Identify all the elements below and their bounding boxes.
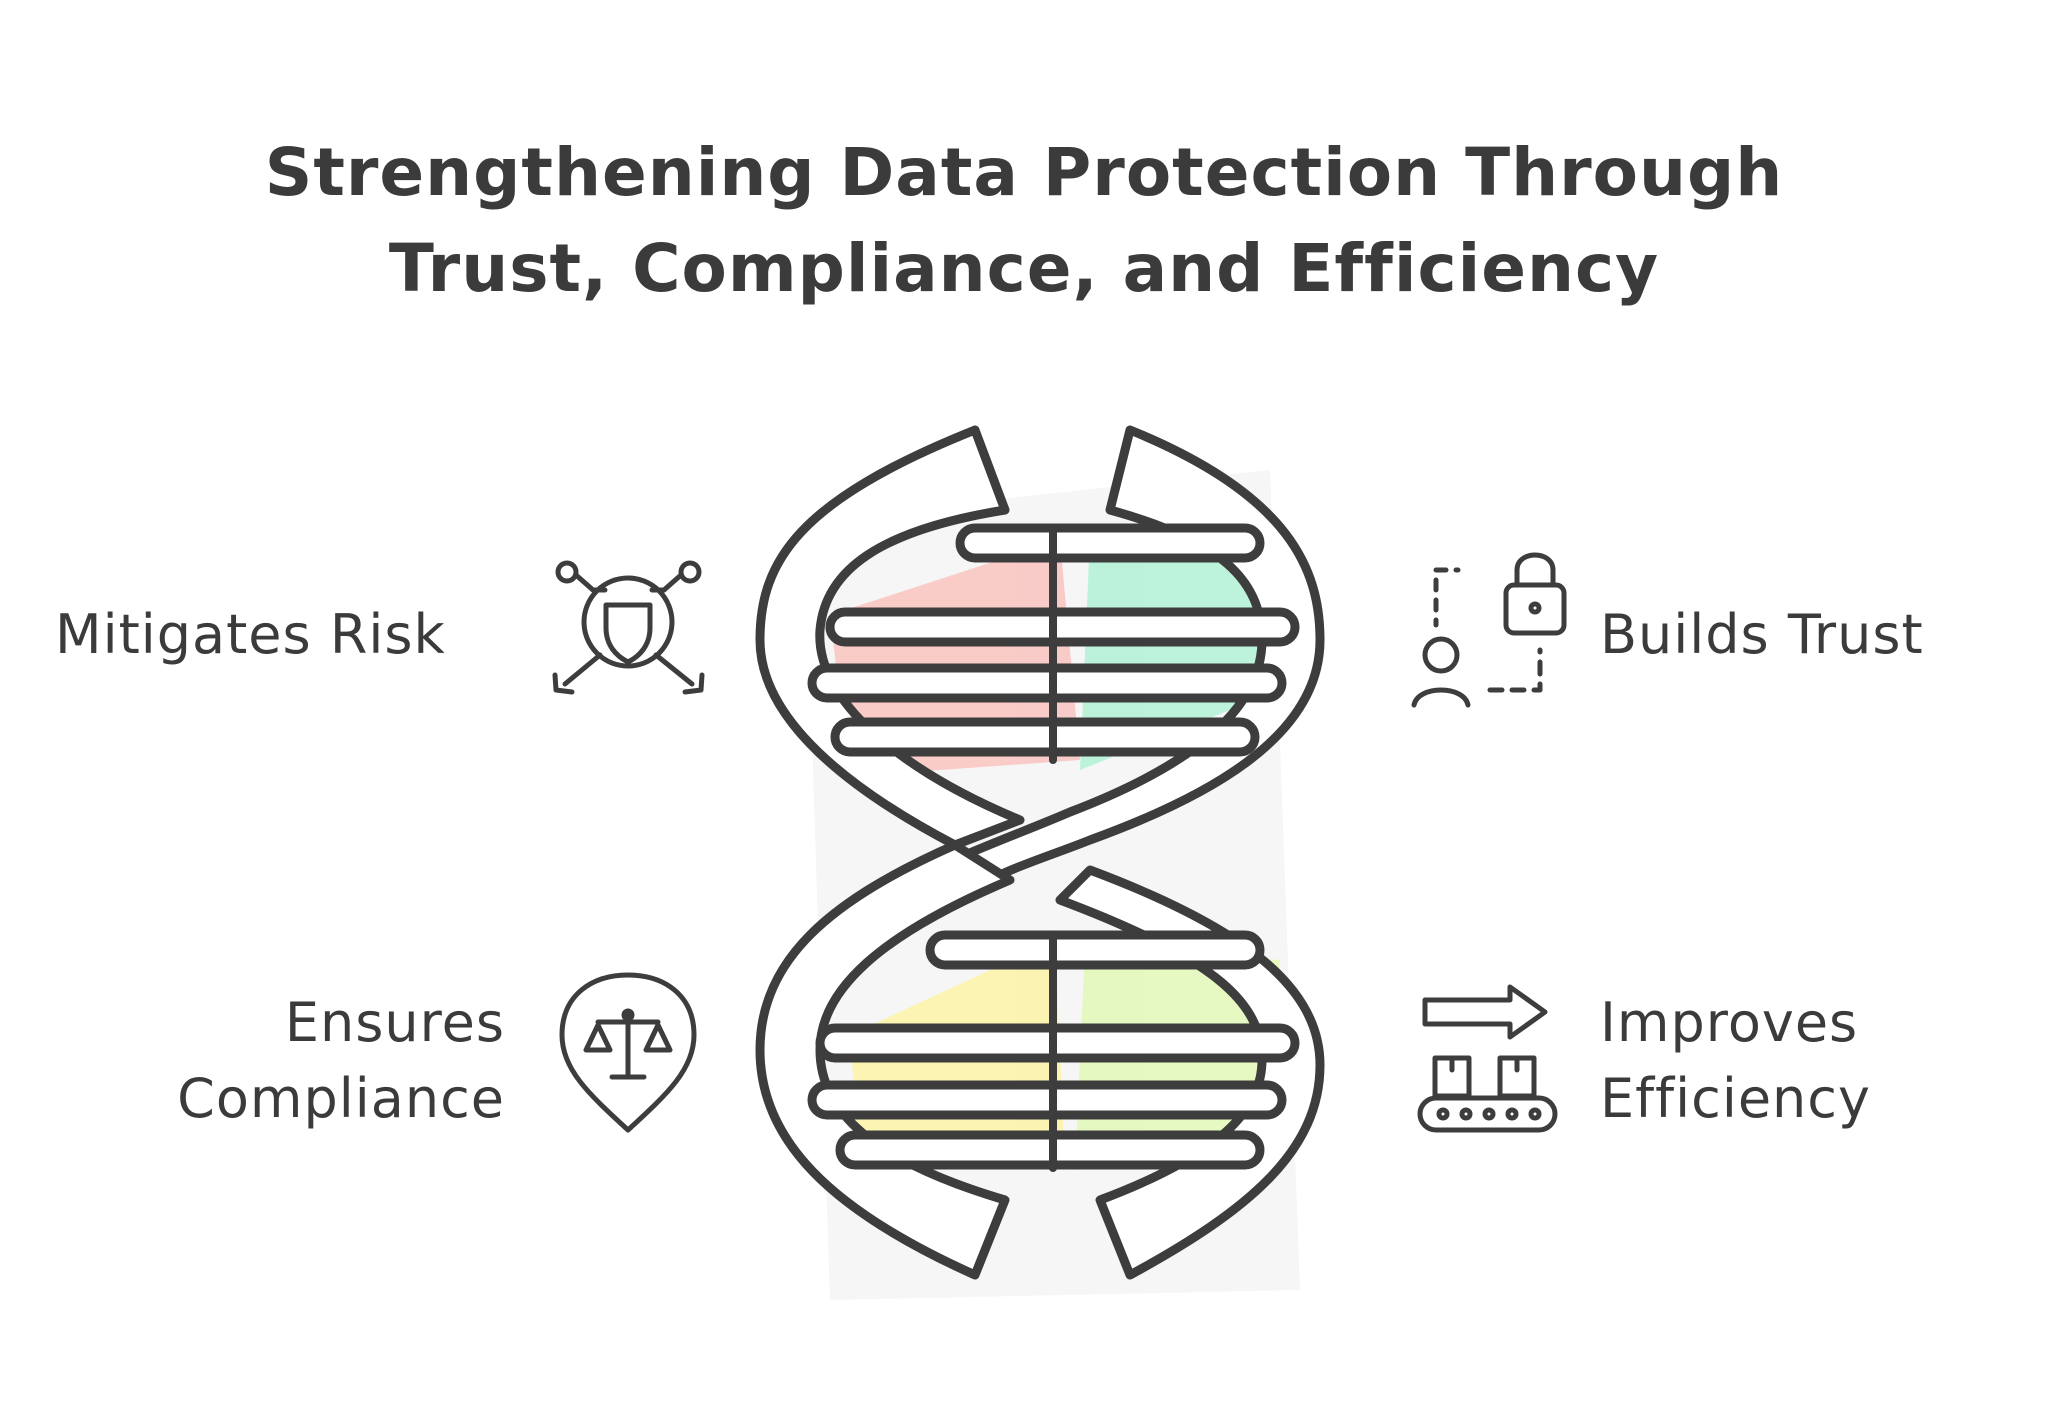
label-ensures-compliance: Ensures Compliance [140,985,505,1137]
accent-blocks-top [830,535,1270,775]
conveyor-arrow-icon [1417,984,1558,1133]
label-improves-efficiency-line2: Efficiency [1600,1067,1871,1130]
label-builds-trust: Builds Trust [1600,597,1924,673]
shield-risk-icon [552,560,705,695]
diagram-title: Strengthening Data Protection Through Tr… [0,125,2048,317]
scales-pin-icon [559,972,697,1133]
label-ensures-compliance-line2: Compliance [177,1067,505,1130]
label-builds-trust-text: Builds Trust [1600,603,1924,666]
strand-right-lower [1055,865,1325,1280]
rungs-top [807,523,1300,757]
label-ensures-compliance-line1: Ensures [284,991,505,1054]
label-improves-efficiency: Improves Efficiency [1600,985,1871,1137]
label-mitigates-risk: Mitigates Risk [55,597,446,673]
user-lock-icon [1411,552,1567,708]
label-mitigates-risk-text: Mitigates Risk [55,603,446,666]
title-line-1: Strengthening Data Protection Through [264,134,1784,211]
accent-risk-block [830,540,1080,775]
accent-trust-block [1080,535,1270,770]
strand-left-lower [755,840,1015,1280]
title-line-2: Trust, Compliance, and Efficiency [388,230,1660,307]
label-improves-efficiency-line1: Improves [1600,991,1859,1054]
